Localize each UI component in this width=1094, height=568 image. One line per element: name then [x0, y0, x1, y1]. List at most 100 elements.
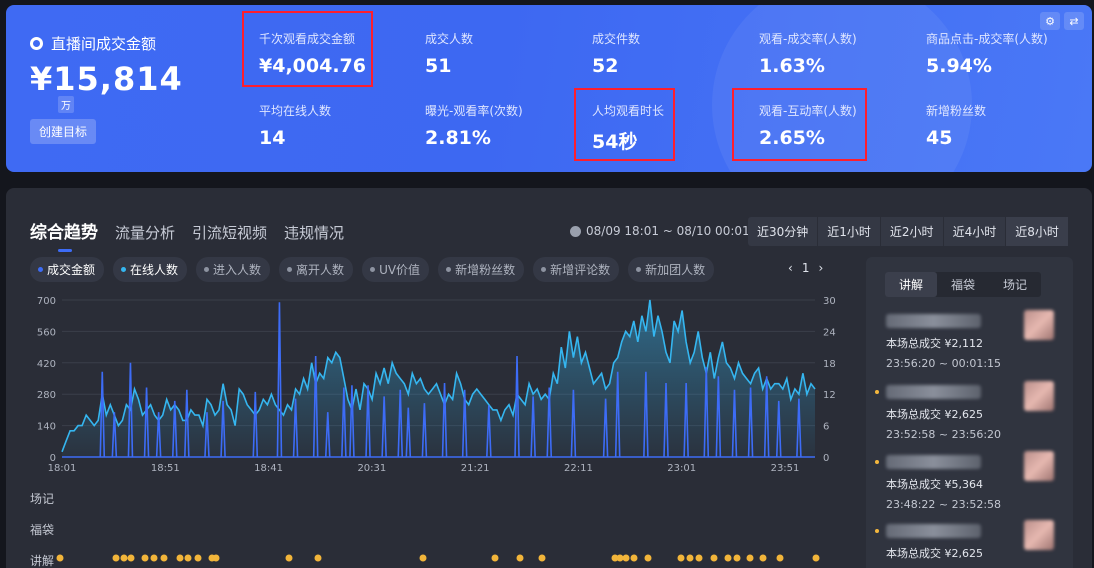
gear-icon[interactable]: ⚙ — [1040, 12, 1060, 30]
legend-new-comments[interactable]: 新增评论数 — [533, 257, 620, 282]
stat-label: 观看-成交率(人数) — [759, 32, 857, 46]
gmv-spike — [530, 396, 536, 458]
explain-marker[interactable] — [314, 554, 322, 562]
stat-avg-watch-time: 人均观看时长 54秒 — [592, 102, 664, 154]
y-right-tick-label: 6 — [823, 422, 829, 433]
explain-marker[interactable] — [150, 554, 158, 562]
explain-marker[interactable] — [285, 554, 293, 562]
list-item[interactable]: 本场总成交 ¥2,112 23:56:20 ~ 00:01:15 — [886, 310, 1064, 370]
bullet-icon — [875, 460, 879, 464]
gmv-spike — [441, 382, 448, 458]
explain-marker[interactable] — [622, 554, 630, 562]
legend-uv[interactable]: UV价值 — [362, 257, 430, 282]
range-4h[interactable]: 近4小时 — [942, 217, 1006, 246]
explain-marker[interactable] — [733, 554, 741, 562]
explain-marker[interactable] — [419, 554, 427, 562]
tab-traffic-analysis[interactable]: 流量分析 — [115, 224, 176, 242]
highlight-box — [242, 11, 373, 87]
stat-value: 51 — [425, 55, 452, 77]
legend-new-group[interactable]: 新加团人数 — [628, 257, 715, 282]
legend-new-fans[interactable]: 新增粉丝数 — [438, 257, 525, 282]
list-item[interactable]: 本场总成交 ¥5,364 23:48:22 ~ 23:52:58 — [875, 451, 1064, 511]
list-item[interactable]: 本场总成交 ¥2,625 23:52:58 ~ 23:56:20 — [875, 381, 1064, 441]
explain-marker[interactable] — [491, 554, 499, 562]
explain-marker[interactable] — [120, 554, 128, 562]
explain-marker[interactable] — [746, 554, 754, 562]
stat-value: ¥4,004.76 — [259, 55, 366, 77]
target-icon — [30, 37, 43, 50]
next-page-button[interactable]: › — [818, 261, 824, 275]
explain-marker[interactable] — [724, 554, 732, 562]
explain-marker[interactable] — [776, 554, 784, 562]
gmv-spike — [514, 356, 520, 458]
legend-online[interactable]: 在线人数 — [113, 257, 188, 282]
tab-notes[interactable]: 场记 — [1003, 278, 1028, 292]
tab-lucky-bag[interactable]: 福袋 — [951, 278, 976, 292]
explain-marker[interactable] — [212, 554, 220, 562]
explain-marker[interactable] — [112, 554, 120, 562]
product-thumbnail — [1024, 520, 1054, 550]
stat-label: 新增粉丝数 — [926, 104, 987, 118]
product-thumbnail — [1024, 381, 1054, 411]
explain-marker[interactable] — [710, 554, 718, 562]
explain-marker[interactable] — [630, 554, 638, 562]
explain-marker[interactable] — [127, 554, 135, 562]
explain-marker[interactable] — [812, 554, 820, 562]
gmv-spike — [796, 398, 802, 458]
tab-short-video[interactable]: 引流短视频 — [192, 224, 268, 242]
gmv-spike — [312, 356, 319, 458]
tab-violations[interactable]: 违规情况 — [284, 224, 345, 242]
x-tick-label: 23:51 — [771, 463, 800, 472]
legend-enter[interactable]: 进入人数 — [196, 257, 271, 282]
legend-dot — [446, 267, 452, 272]
trend-chart[interactable]: 0 140 280 420 560 700 0 6 12 18 24 30 18:01 18:51 18:4… — [30, 292, 850, 472]
trend-tabs: 综合趋势 流量分析 引流短视频 违规情况 — [30, 218, 345, 252]
tab-explain[interactable]: 讲解 — [885, 272, 938, 297]
stat-value: 54秒 — [592, 131, 638, 153]
explain-marker[interactable] — [686, 554, 694, 562]
gmv-title: 直播间成交金额 — [30, 33, 156, 54]
gmv-spike — [570, 389, 577, 458]
legend-dot — [636, 267, 642, 272]
explain-marker[interactable] — [516, 554, 524, 562]
explain-marker[interactable] — [176, 554, 184, 562]
explain-marker[interactable] — [677, 554, 685, 562]
tab-overall-trend[interactable]: 综合趋势 — [30, 218, 98, 252]
prev-page-button[interactable]: ‹ — [788, 261, 793, 275]
legend-dot — [204, 267, 210, 272]
gmv-value: ¥15,814 — [30, 60, 183, 98]
range-8h[interactable]: 近8小时 — [1005, 217, 1068, 246]
explain-marker[interactable] — [759, 554, 767, 562]
explain-lane — [56, 554, 820, 562]
explain-marker[interactable] — [644, 554, 652, 562]
gmv-spike — [292, 398, 299, 458]
legend-leave[interactable]: 离开人数 — [279, 257, 354, 282]
deal-amount: 本场总成交 ¥2,625 — [886, 408, 983, 421]
create-target-button[interactable]: 创建目标 — [30, 119, 97, 144]
legend-dot — [38, 267, 43, 272]
explain-marker[interactable] — [538, 554, 546, 562]
range-2h[interactable]: 近2小时 — [879, 217, 943, 246]
list-item[interactable]: 本场总成交 ¥2,625 — [875, 520, 1064, 567]
explain-marker[interactable] — [141, 554, 149, 562]
x-tick-label: 18:41 — [254, 463, 283, 472]
legend-gmv[interactable]: 成交金额 — [30, 257, 105, 282]
explain-marker[interactable] — [160, 554, 168, 562]
explain-marker[interactable] — [695, 554, 703, 562]
gmv-spike — [763, 376, 770, 458]
explain-marker[interactable] — [194, 554, 202, 562]
time-range-selector: 近30分钟 近1小时 近2小时 近4小时 近8小时 — [748, 217, 1068, 246]
explain-marker[interactable] — [611, 554, 619, 562]
explain-marker[interactable] — [56, 554, 64, 562]
legend-dot — [287, 267, 293, 272]
explain-marker[interactable] — [184, 554, 192, 562]
legend-pager: ‹ 1 › — [788, 261, 823, 275]
range-30min[interactable]: 近30分钟 — [757, 225, 809, 239]
range-1h[interactable]: 近1小时 — [817, 217, 880, 246]
gmv-spike — [405, 407, 412, 458]
gmv-spike — [546, 387, 553, 458]
explain-marker[interactable] — [616, 554, 624, 562]
gmv-spike — [171, 400, 178, 458]
gmv-spike — [349, 385, 355, 458]
swap-icon[interactable]: ⇄ — [1064, 12, 1084, 30]
